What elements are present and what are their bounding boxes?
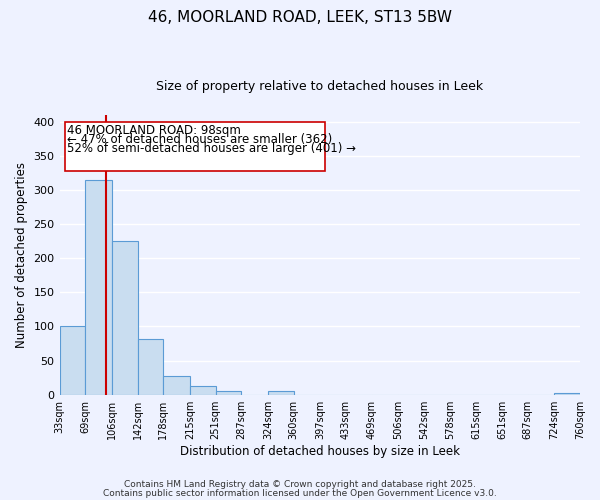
Bar [163, 376, 190, 394]
Text: 46 MOORLAND ROAD: 98sqm: 46 MOORLAND ROAD: 98sqm [67, 124, 241, 137]
Text: Contains HM Land Registry data © Crown copyright and database right 2025.: Contains HM Land Registry data © Crown c… [124, 480, 476, 489]
Text: 46, MOORLAND ROAD, LEEK, ST13 5BW: 46, MOORLAND ROAD, LEEK, ST13 5BW [148, 10, 452, 25]
Text: ← 47% of detached houses are smaller (362): ← 47% of detached houses are smaller (36… [67, 133, 332, 146]
Bar [215, 392, 241, 394]
Text: 52% of semi-detached houses are larger (401) →: 52% of semi-detached houses are larger (… [67, 142, 356, 155]
Y-axis label: Number of detached properties: Number of detached properties [15, 162, 28, 348]
Bar [268, 392, 293, 394]
X-axis label: Distribution of detached houses by size in Leek: Distribution of detached houses by size … [180, 444, 460, 458]
Bar [59, 326, 85, 394]
Bar [85, 180, 112, 394]
Bar [137, 339, 163, 394]
Bar [112, 241, 137, 394]
Text: Contains public sector information licensed under the Open Government Licence v3: Contains public sector information licen… [103, 488, 497, 498]
Title: Size of property relative to detached houses in Leek: Size of property relative to detached ho… [156, 80, 484, 93]
Bar [190, 386, 215, 394]
FancyBboxPatch shape [65, 122, 325, 171]
